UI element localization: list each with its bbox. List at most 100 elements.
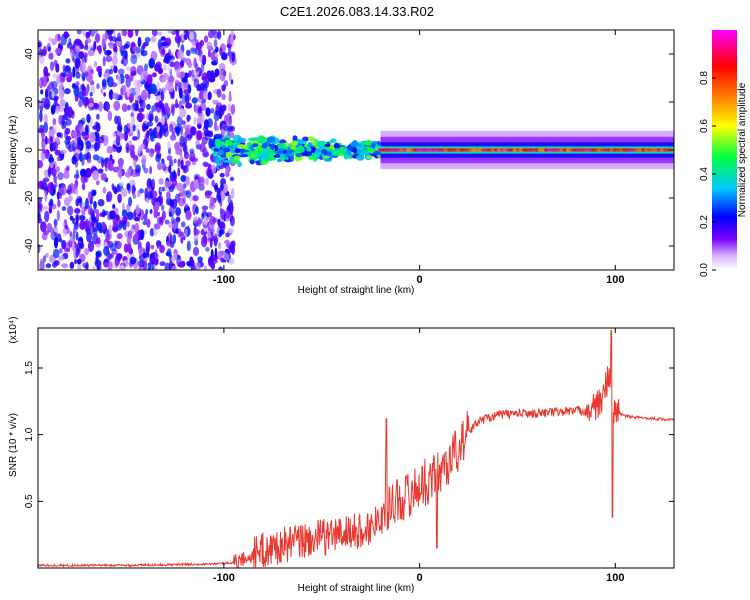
spectrogram-cell	[196, 115, 203, 125]
spectrogram-cell	[96, 65, 102, 73]
spectrogram-cell	[179, 135, 185, 147]
spectrogram-cell	[213, 39, 218, 48]
snr-y-axis-label: SNR (10 * v/v)	[8, 413, 19, 477]
spectrogram-cell	[95, 180, 100, 186]
spectrogram-cell	[58, 193, 62, 200]
spectrogram-cell	[155, 94, 161, 102]
spectrogram-cell	[183, 33, 188, 41]
spectrogram-cell	[132, 136, 138, 141]
spectrogram-cell	[218, 242, 222, 250]
spectrogram-cell	[103, 262, 110, 268]
spectrogram-cell	[220, 183, 224, 192]
spectrogram-cell	[290, 155, 294, 162]
spectrogram-cell	[185, 49, 191, 57]
spectrogram-cell	[169, 123, 174, 133]
spectrogram-cell	[126, 87, 130, 98]
spectrogram-cell	[139, 229, 145, 241]
spectrogram-cell	[57, 199, 61, 208]
spectrogram-cell	[333, 143, 340, 149]
x-tick-label: -100	[213, 572, 235, 584]
spectrogram-cell	[156, 126, 161, 133]
spectrogram-cell	[259, 159, 268, 165]
y-tick-label: 0.5	[24, 494, 35, 508]
spectrogram-cell	[91, 189, 97, 197]
spectrogram-cell	[140, 71, 144, 82]
spectrogram-cell	[73, 85, 80, 97]
spectrogram-cell	[168, 206, 175, 217]
spectrogram-cell	[258, 137, 266, 143]
spectrogram-cell	[211, 30, 217, 35]
spectrogram-cell	[42, 149, 47, 154]
spectrogram-cell	[161, 106, 165, 118]
spectrogram-cell	[164, 262, 171, 270]
spectrogram-cell	[117, 193, 122, 204]
spectrogram-cell	[226, 43, 232, 48]
spectrogram-cell	[131, 212, 136, 220]
spectrogram-cell	[102, 56, 106, 67]
spectrogram-cell	[45, 252, 49, 258]
colorbar-ticks: 0.0 0.2 0.4 0.6 0.8	[699, 71, 716, 277]
spectrogram-cell	[164, 53, 170, 63]
spectrogram-cell	[203, 215, 209, 226]
spectrogram-cell	[167, 63, 171, 74]
spectrogram-cell	[144, 187, 148, 199]
spectrogram-cell	[151, 178, 156, 191]
spectrogram-cell	[71, 155, 77, 165]
spectrogram-cell	[203, 35, 209, 43]
spectrogram-cell	[252, 143, 259, 148]
spectrogram-cell	[86, 83, 90, 93]
spectrogram-cell	[91, 216, 97, 222]
spectrogram-cell	[216, 88, 222, 98]
spectrogram-cell	[185, 57, 192, 66]
spectrogram-cell	[111, 36, 117, 42]
spectrogram-cell	[52, 248, 60, 259]
spectrogram-cell	[55, 63, 60, 73]
spectrogram-cell	[195, 206, 199, 215]
spectrogram-cell	[133, 79, 139, 87]
spectrogram-cell	[162, 162, 166, 172]
spectrogram-cell	[110, 253, 114, 259]
spectrogram-cell	[225, 116, 233, 128]
spectrogram-cell	[74, 45, 81, 52]
spectrogram-cell	[86, 221, 92, 229]
spectrogram-cell	[96, 113, 100, 120]
spectrogram-cell	[102, 229, 110, 234]
spectrogram-cell	[149, 83, 157, 95]
spectrogram-cell	[171, 215, 175, 225]
spectrogram-cell	[136, 112, 144, 123]
spectrogram-cell	[167, 30, 173, 34]
x-tick-label: 100	[606, 572, 624, 584]
spectrogram-cell	[87, 205, 93, 216]
spectrogram-cell	[145, 246, 150, 255]
spectrogram-cell	[161, 204, 165, 211]
spectrogram-cell	[227, 227, 234, 234]
snr-x-axis-label: Height of straight line (km)	[298, 583, 415, 594]
spectrogram-cell	[140, 49, 148, 57]
spectrogram-cell	[106, 103, 110, 113]
spectrogram-cell	[126, 221, 130, 228]
spectrogram-cell	[136, 52, 141, 59]
spectrogram-cell	[189, 151, 196, 162]
spectrogram-cell	[90, 84, 95, 90]
spectrogram-cell	[199, 142, 206, 153]
spectrogram-cell	[182, 183, 187, 189]
spectrogram-cell	[76, 242, 81, 254]
spectrogram-cell	[55, 166, 60, 173]
spectrogram-cell	[356, 154, 365, 161]
spectrogram-cell	[83, 45, 89, 51]
spectrogram-cell	[146, 178, 153, 190]
spectrogram-x-axis-label: Height of straight line (km)	[298, 285, 415, 296]
spectrogram-cell	[62, 64, 66, 72]
spectrogram-cell	[85, 167, 92, 178]
spectrogram-cell	[221, 52, 228, 61]
spectrogram-cell	[101, 38, 106, 48]
spectrogram-cell	[124, 73, 130, 79]
spectrogram-cell	[61, 72, 68, 78]
spectrogram-cell	[227, 194, 232, 205]
spectrogram-cell	[116, 40, 121, 47]
spectrogram-cell	[140, 89, 148, 102]
spectrogram-cell	[206, 41, 213, 50]
spectrogram-cell	[40, 185, 45, 190]
spectrogram-cell	[118, 181, 124, 187]
spectrogram-cell	[106, 145, 114, 154]
